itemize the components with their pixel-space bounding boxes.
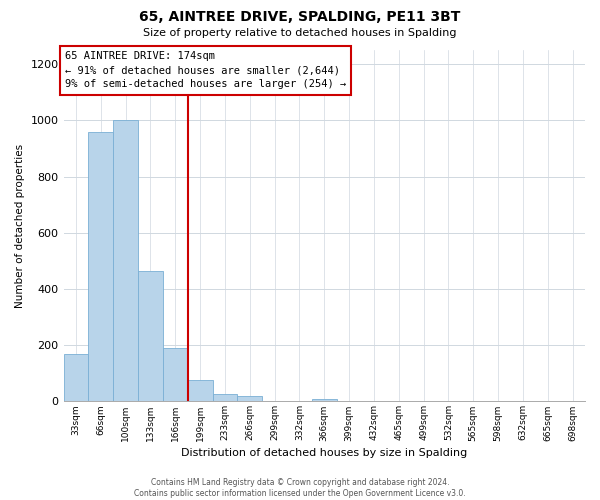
Bar xyxy=(163,348,188,402)
Bar xyxy=(238,396,262,402)
Text: Contains HM Land Registry data © Crown copyright and database right 2024.
Contai: Contains HM Land Registry data © Crown c… xyxy=(134,478,466,498)
X-axis label: Distribution of detached houses by size in Spalding: Distribution of detached houses by size … xyxy=(181,448,467,458)
Bar xyxy=(113,120,138,402)
Bar xyxy=(212,394,238,402)
Bar xyxy=(188,380,212,402)
Bar xyxy=(64,354,88,402)
Bar xyxy=(138,270,163,402)
Bar xyxy=(312,398,337,402)
Text: 65 AINTREE DRIVE: 174sqm
← 91% of detached houses are smaller (2,644)
9% of semi: 65 AINTREE DRIVE: 174sqm ← 91% of detach… xyxy=(65,52,346,90)
Text: 65, AINTREE DRIVE, SPALDING, PE11 3BT: 65, AINTREE DRIVE, SPALDING, PE11 3BT xyxy=(139,10,461,24)
Text: Size of property relative to detached houses in Spalding: Size of property relative to detached ho… xyxy=(143,28,457,38)
Y-axis label: Number of detached properties: Number of detached properties xyxy=(15,144,25,308)
Bar xyxy=(88,132,113,402)
